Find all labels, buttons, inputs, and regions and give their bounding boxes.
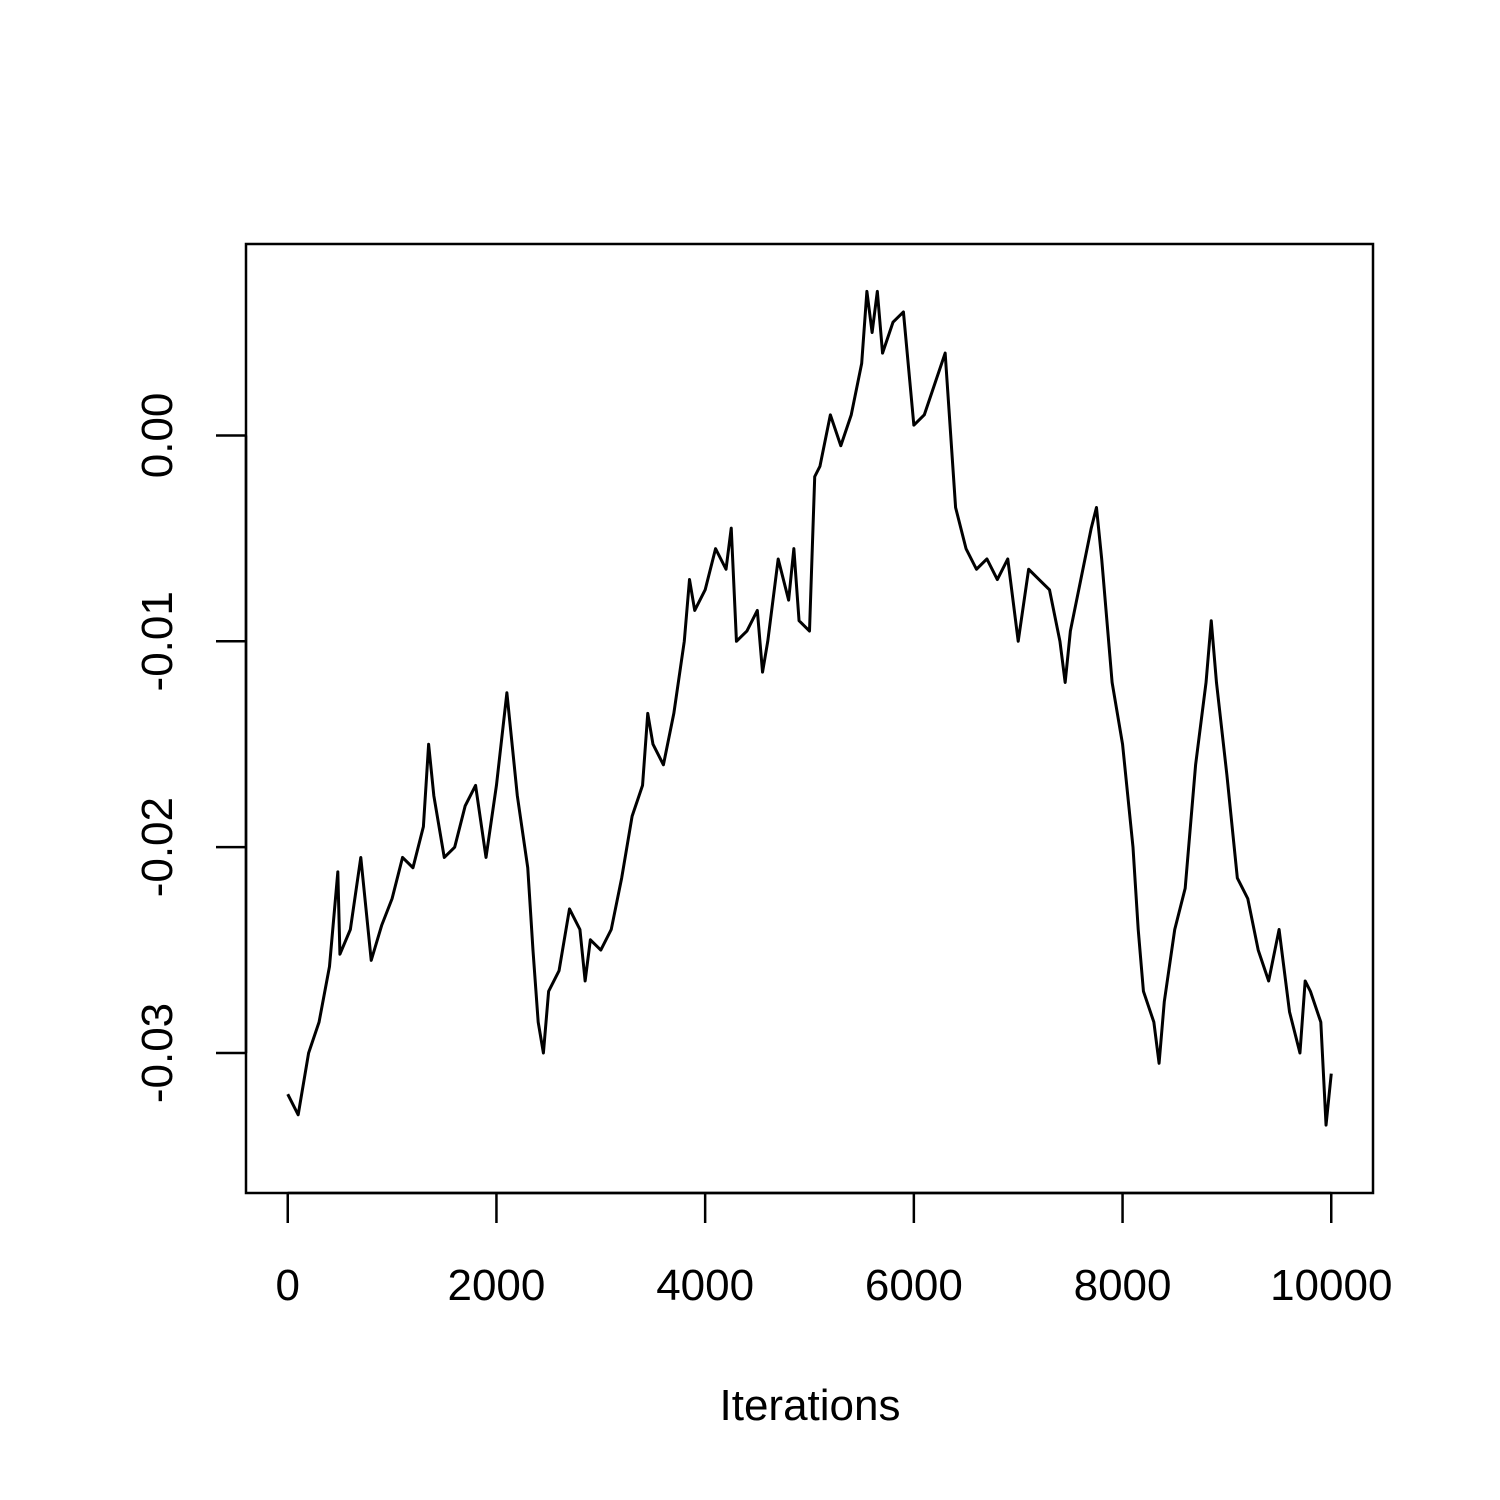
x-tick-label: 6000 bbox=[865, 1261, 963, 1310]
y-tick-label: 0.00 bbox=[133, 393, 182, 479]
x-tick-label: 0 bbox=[275, 1261, 299, 1310]
x-tick-label: 4000 bbox=[656, 1261, 754, 1310]
x-tick-label: 10000 bbox=[1270, 1261, 1392, 1310]
y-tick-label: -0.02 bbox=[133, 797, 182, 897]
y-tick-label: -0.03 bbox=[133, 1003, 182, 1103]
trace-line bbox=[286, 289, 1333, 1127]
plot-frame bbox=[244, 242, 1375, 1195]
x-axis-label: Iterations bbox=[720, 1381, 901, 1430]
x-tick-label: 2000 bbox=[447, 1261, 545, 1310]
y-tick-label: -0.01 bbox=[133, 591, 182, 691]
x-tick-label: 8000 bbox=[1074, 1261, 1172, 1310]
